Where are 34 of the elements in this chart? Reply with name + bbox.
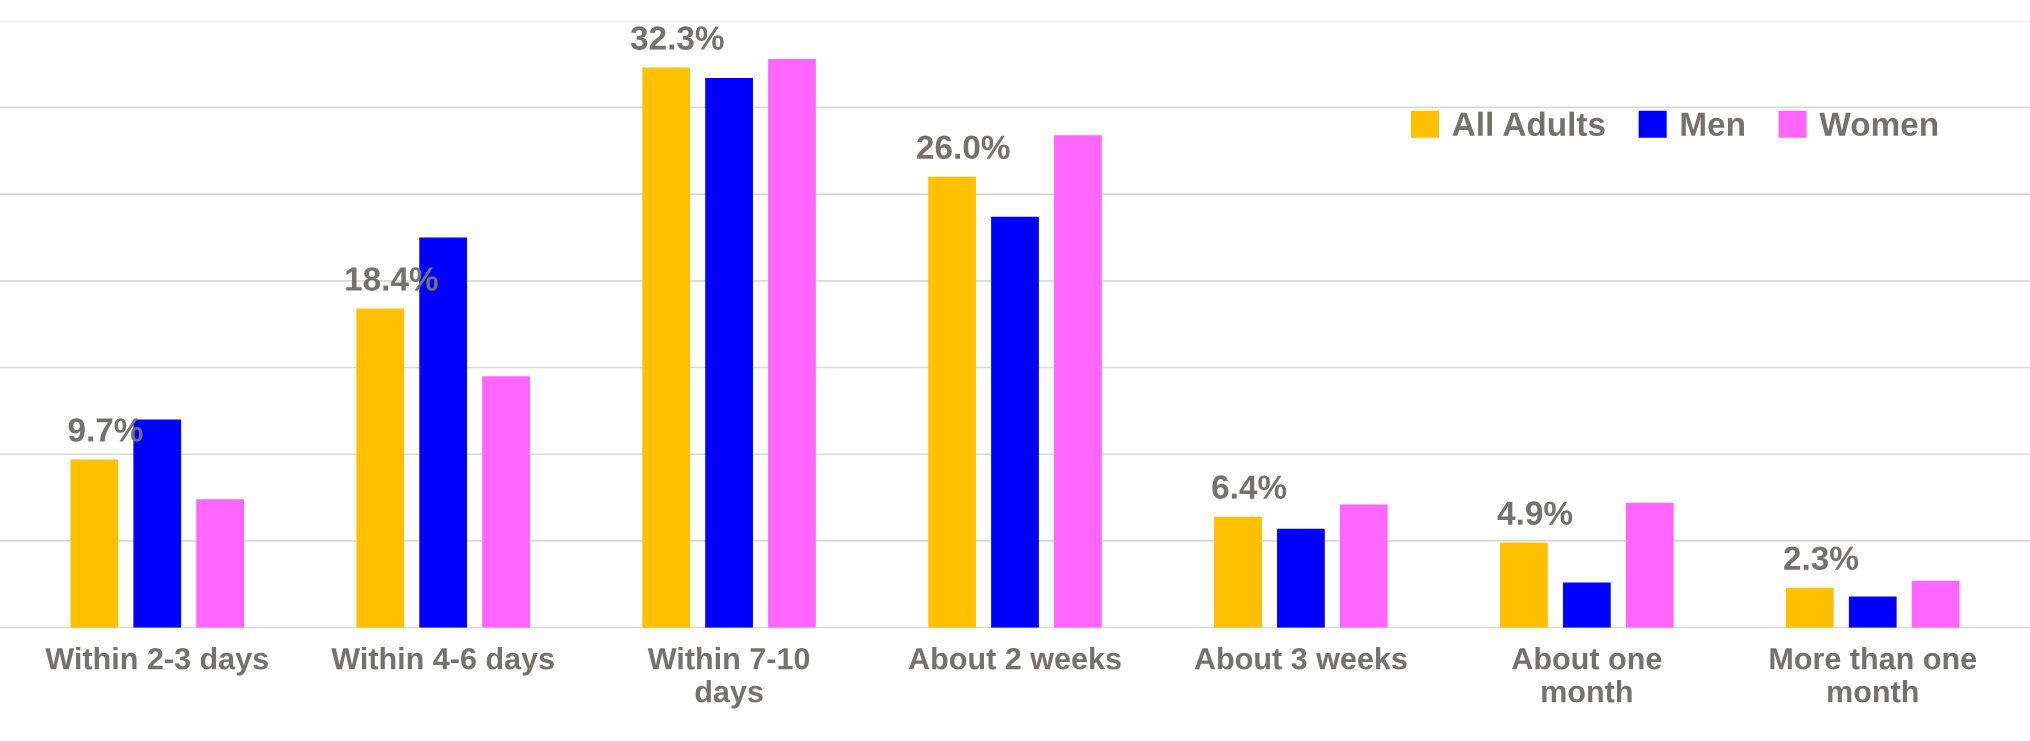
bar [1625, 502, 1674, 628]
x-tick-label: More than one month [1770, 647, 1977, 703]
bar [356, 308, 405, 628]
bar [705, 77, 753, 628]
x-tick-label: About 2 weeks [908, 647, 1121, 670]
bar [642, 67, 691, 628]
x-tick-label: Within 2-3 days [45, 647, 268, 676]
legend-label: Men [1681, 112, 1744, 137]
bar [482, 376, 530, 628]
data-label: 32.3% [630, 26, 724, 50]
bar [768, 58, 816, 628]
data-label: 6.4% [1212, 475, 1287, 499]
bar [1214, 516, 1262, 628]
bar [928, 176, 976, 628]
legend-label: Women [1819, 112, 1938, 137]
bar [1911, 580, 1960, 628]
x-tick-label: About 3 weeks [1194, 647, 1407, 670]
bar [1277, 528, 1325, 628]
data-label: 26.0% [917, 135, 1010, 160]
bar [70, 459, 119, 628]
bar [1785, 587, 1834, 628]
data-label: 2.3% [1784, 546, 1859, 571]
bar [196, 499, 245, 628]
bar [1562, 582, 1611, 628]
x-tick-label: Within 7-10 days [647, 647, 810, 709]
x-tick-label: About one month [1512, 647, 1662, 703]
bar [1339, 504, 1388, 628]
x-tick-label: Within 4-6 days [331, 647, 554, 676]
data-label: 4.9% [1497, 501, 1573, 525]
bar [1054, 135, 1102, 628]
legend-label: All Adults [1452, 111, 1605, 137]
bar [1500, 542, 1548, 628]
bar [991, 216, 1039, 628]
bar [1848, 596, 1897, 628]
